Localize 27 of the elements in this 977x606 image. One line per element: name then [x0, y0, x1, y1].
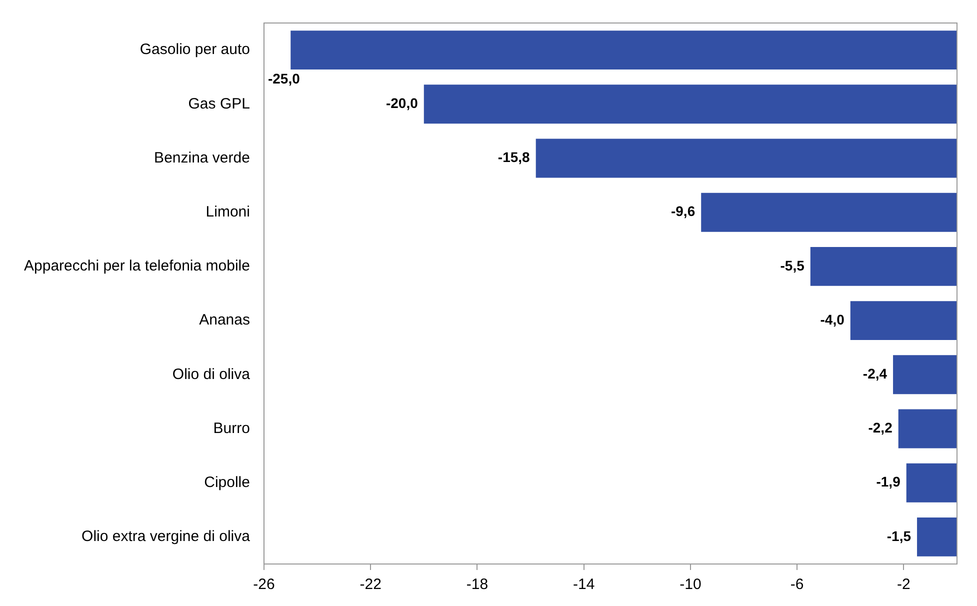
data-label: -1,5: [886, 528, 912, 544]
y-tick-label: Cipolle: [204, 474, 250, 491]
y-tick-label: Apparecchi per la telefonia mobile: [24, 258, 250, 275]
x-tick-label: -26: [253, 576, 275, 594]
y-tick-label: Olio extra vergine di oliva: [82, 528, 251, 546]
x-tick-label: -2: [897, 576, 910, 594]
data-label: -2,4: [862, 366, 888, 382]
data-label: -2,2: [868, 420, 893, 436]
x-tick-label: -14: [572, 576, 595, 594]
data-label: -20,0: [386, 95, 418, 112]
x-tick-label: -6: [790, 576, 804, 594]
y-tick-label: Burro: [213, 420, 250, 437]
y-tick-label: Gas GPL: [188, 95, 250, 112]
y-tick-label: Limoni: [206, 203, 250, 220]
x-tick-label: -18: [466, 576, 488, 594]
x-tick-label: -10: [680, 576, 702, 594]
y-tick-label: Olio di oliva: [172, 366, 251, 383]
data-label: -5,5: [780, 257, 805, 274]
data-label: -4,0: [820, 311, 845, 328]
data-label: -1,9: [876, 474, 901, 490]
y-tick-label: Ananas: [199, 312, 250, 329]
data-label: -9,6: [670, 203, 696, 220]
data-label: -15,8: [498, 149, 530, 166]
data-label: -25,0: [268, 70, 300, 86]
x-tick-label: -22: [360, 576, 382, 594]
y-tick-label: Benzina verde: [154, 149, 250, 166]
y-tick-label: Gasolio per auto: [140, 41, 250, 58]
